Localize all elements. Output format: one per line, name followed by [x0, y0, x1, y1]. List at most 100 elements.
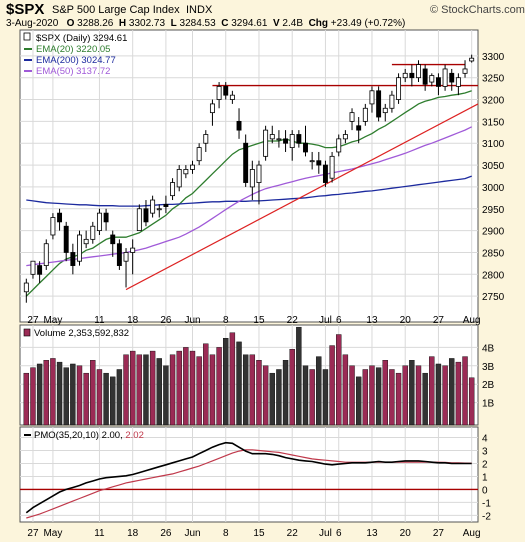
volume-bar [435, 363, 442, 426]
volume-bar [296, 326, 302, 426]
candle-body [269, 134, 275, 140]
candle-body [296, 134, 302, 144]
volume-bar [289, 349, 295, 426]
legend-entry: EMA(50) 3137.72 [36, 66, 110, 77]
quote-volume-label: V [272, 18, 280, 29]
ema200-line [26, 175, 472, 207]
volume-bar [36, 363, 43, 426]
volume-bar [395, 372, 402, 426]
volume-bar [50, 358, 56, 426]
price-tick-label: 3150 [482, 117, 505, 128]
x-tick-label: 27 [433, 315, 445, 326]
pmo-tick-label: -1 [482, 498, 491, 509]
volume-bar [362, 369, 369, 426]
candle-body [303, 142, 308, 153]
volume-tick-label: 3B [482, 362, 495, 373]
candle-body [110, 234, 116, 245]
volume-bar [455, 361, 462, 426]
candle-body [63, 225, 69, 253]
index-name: S&P 500 Large Cap Index [52, 4, 180, 16]
volume-bar [236, 341, 242, 426]
quote-volume: 2.4B [282, 18, 303, 29]
price-tick-label: 2750 [482, 292, 505, 303]
volume-bar [63, 367, 69, 426]
candle-body [336, 138, 342, 153]
candle-body [243, 142, 249, 183]
x-tick-label: 22 [287, 315, 299, 326]
pmo-tick-label: 1 [482, 472, 488, 483]
candle-body [322, 164, 328, 183]
volume-bar [156, 358, 162, 426]
candle-body [216, 86, 222, 100]
candle-body [455, 77, 461, 87]
volume-bar [203, 343, 209, 426]
volume-bar [316, 356, 322, 426]
volume-bar [355, 376, 362, 426]
x-tick-label: 8 [223, 528, 229, 539]
candle-body [236, 120, 242, 131]
x-tick-label: 26 [160, 315, 172, 326]
volume-bar [329, 345, 335, 426]
volume-bar [189, 350, 196, 426]
x-tick-label: 18 [127, 315, 139, 326]
volume-bar [90, 360, 96, 426]
quote-open: 3288.26 [77, 18, 114, 29]
volume-bar [389, 369, 395, 426]
candle-body [163, 203, 169, 207]
volume-panel [19, 324, 479, 426]
candle-body [409, 72, 415, 79]
legend-entry: EMA(200) 3024.77 [36, 55, 116, 66]
x-tick-label: 26 [160, 528, 172, 539]
legend-entry: EMA(20) 3220.05 [36, 44, 110, 55]
price-tick-label: 3000 [482, 183, 505, 194]
volume-bar [43, 360, 49, 426]
volume-bar [442, 365, 448, 426]
quote-date: 3-Aug-2020 [6, 18, 59, 29]
volume-bar [302, 365, 309, 426]
volume-bar [336, 334, 342, 426]
volume-bar [422, 372, 428, 426]
volume-bar [223, 338, 229, 426]
pmo-legend: PMO(35,20,10) 2.00, 2.02 [34, 430, 144, 441]
candle-body [183, 169, 189, 175]
volume-bar [149, 350, 156, 426]
price-tick-label: 3100 [482, 139, 505, 150]
candle-body [276, 138, 282, 141]
candle-body [396, 77, 402, 100]
price-tick-label: 3300 [482, 52, 505, 63]
candle-body [77, 234, 82, 262]
candle-body [349, 112, 355, 122]
x-tick-label: 8 [223, 315, 229, 326]
candle-body [342, 134, 348, 140]
quote-close-label: C [221, 18, 229, 29]
volume-bar [123, 354, 129, 426]
candle-body [356, 125, 362, 131]
candle-body [382, 107, 388, 114]
volume-bar [143, 354, 149, 426]
volume-bar [468, 377, 475, 426]
volume-tick-label: 4B [482, 343, 495, 354]
candle-body [30, 260, 36, 275]
candle-body [43, 243, 49, 266]
candle-body [283, 138, 289, 144]
volume-bar [309, 369, 315, 426]
volume-bar [276, 369, 282, 426]
volume-legend-icon [23, 328, 31, 337]
volume-bar [163, 365, 169, 426]
candle-body [83, 238, 89, 245]
price-tick-label: 2850 [482, 248, 505, 259]
volume-bar [83, 372, 89, 426]
candle-body [329, 155, 335, 179]
candle-body [23, 282, 29, 293]
candle-body [116, 243, 122, 266]
x-tick-label: 20 [400, 528, 412, 539]
volume-bar [262, 365, 269, 426]
pmo-tick-label: -2 [482, 511, 491, 522]
candle-body [150, 199, 156, 214]
volume-bar [76, 365, 83, 426]
candle-body [263, 129, 269, 157]
candle-body [203, 134, 209, 144]
pmo-tick-label: 0 [482, 485, 488, 496]
